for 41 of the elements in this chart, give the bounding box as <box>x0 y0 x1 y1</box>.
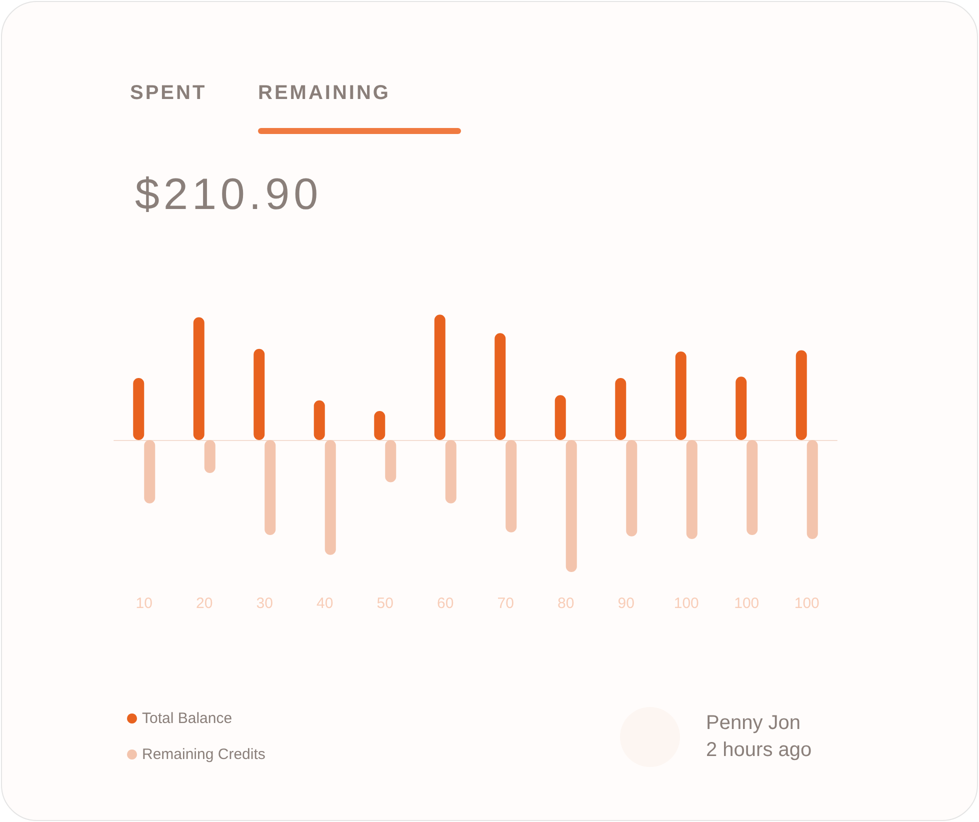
bar <box>626 440 638 536</box>
bar <box>385 440 396 482</box>
text: SPENT <box>130 82 207 105</box>
text: Penny Jon <box>706 712 801 735</box>
x-tick-label: 20 <box>196 595 213 612</box>
bar <box>434 314 446 440</box>
x-tick-label: 70 <box>497 595 514 612</box>
bar <box>686 440 698 539</box>
x-tick-label: 40 <box>316 595 334 612</box>
bar <box>133 378 144 440</box>
bar <box>144 440 156 504</box>
x-tick-label: 10 <box>136 595 152 612</box>
legend-label: Remaining Credits <box>142 746 266 763</box>
bar <box>445 440 456 504</box>
bar <box>494 333 506 440</box>
bar <box>264 440 276 536</box>
bar <box>736 376 747 440</box>
x-tick-label: 80 <box>558 595 574 612</box>
chart-title: $210.90 <box>135 170 322 220</box>
bar <box>675 352 686 440</box>
text: 2 hours ago <box>706 739 812 762</box>
x-tick-label: 100 <box>794 595 820 612</box>
x-tick-label: 30 <box>256 595 273 612</box>
x-tick-label: 50 <box>376 595 394 612</box>
x-tick-label: 90 <box>618 595 634 612</box>
x-tick-label: 60 <box>437 595 454 612</box>
bar <box>314 400 325 440</box>
x-tick-label: 100 <box>734 595 760 612</box>
x-tick-label: 100 <box>674 595 699 612</box>
bar <box>746 440 758 536</box>
text: REMAINING <box>258 82 390 105</box>
bar <box>796 350 807 440</box>
bar <box>566 440 577 572</box>
bar <box>324 440 336 555</box>
bar <box>615 378 626 440</box>
bar <box>554 395 566 440</box>
bar <box>806 440 818 539</box>
bar <box>254 348 265 440</box>
bar <box>506 440 517 532</box>
bar <box>193 317 204 440</box>
legend-label: Total Balance <box>142 710 232 727</box>
